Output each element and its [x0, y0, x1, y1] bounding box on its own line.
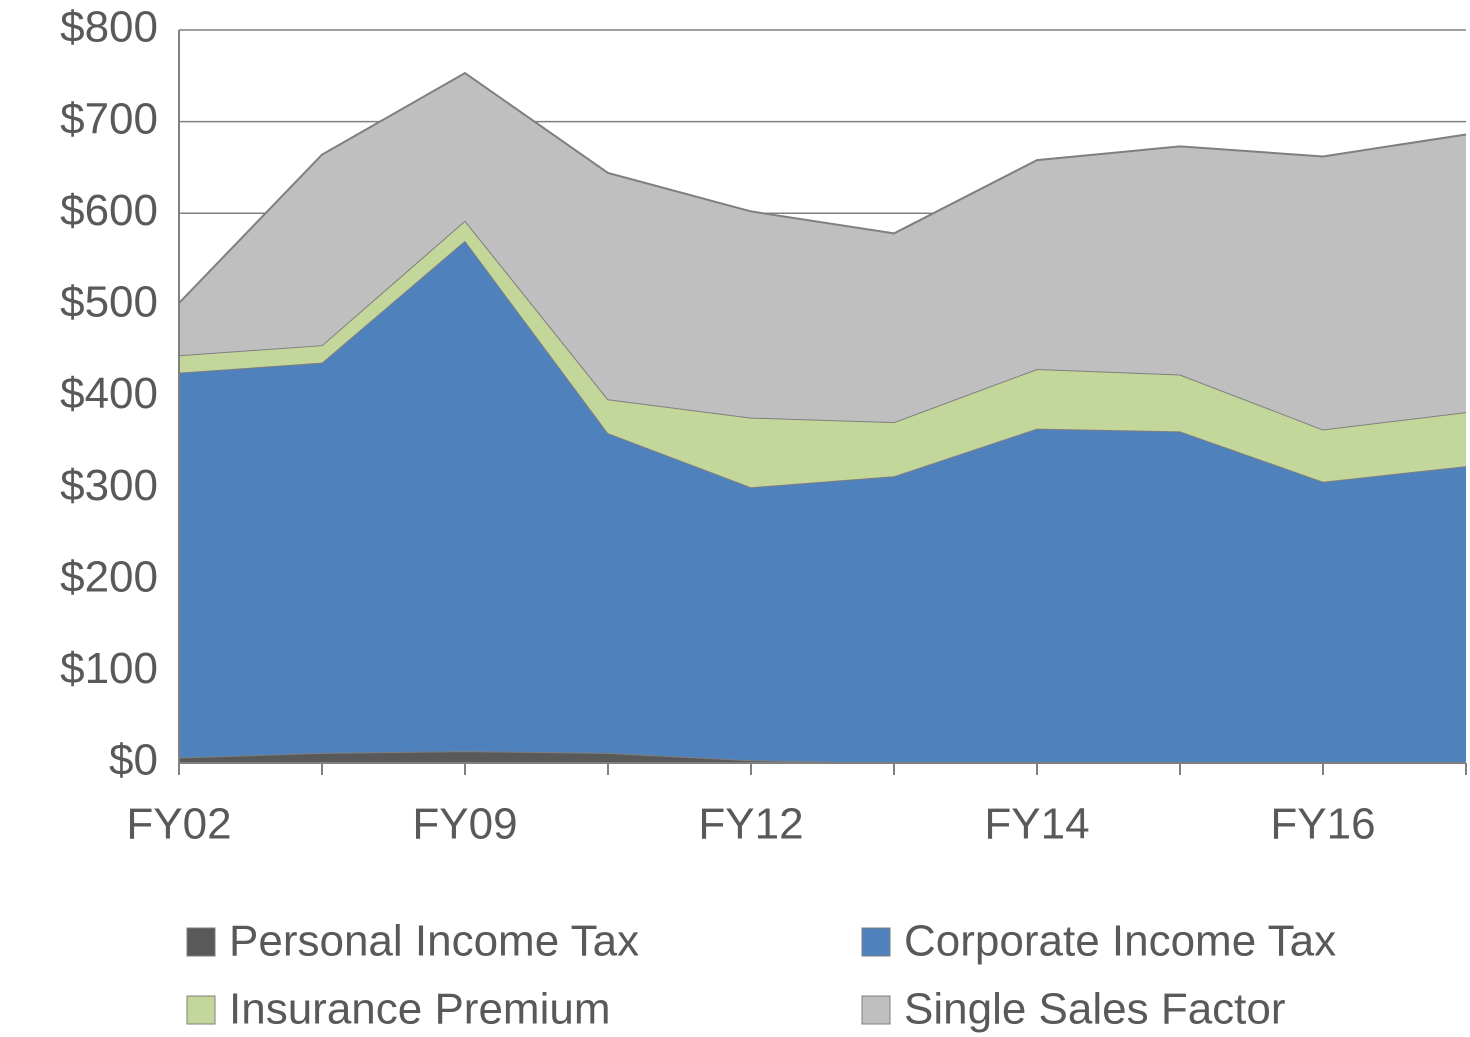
area-edge [178, 71, 1467, 304]
y-tick-label: $500 [60, 278, 158, 327]
y-tick-label: $600 [60, 186, 158, 235]
y-tick-label: $0 [109, 736, 158, 785]
y-tick-label: $400 [60, 369, 158, 418]
legend-label: Single Sales Factor [904, 985, 1286, 1034]
y-tick-label: $800 [60, 3, 158, 52]
legend-swatch [861, 927, 891, 957]
legend-swatch [186, 927, 216, 957]
x-tick-label: FY16 [1270, 800, 1375, 849]
area [179, 73, 1466, 430]
legend-label: Corporate Income Tax [904, 917, 1336, 966]
x-tick-label: FY14 [984, 800, 1089, 849]
y-tick-label: $300 [60, 461, 158, 510]
legend-swatch [861, 995, 891, 1025]
legend-label: Personal Income Tax [229, 917, 639, 966]
area [179, 240, 1466, 764]
legend-swatch [186, 995, 216, 1025]
x-tick-label: FY02 [126, 800, 231, 849]
x-tick-label: FY09 [412, 800, 517, 849]
y-tick-label: $100 [60, 644, 158, 693]
legend-label: Insurance Premium [229, 985, 610, 1034]
area [179, 751, 1466, 763]
x-tick-label: FY12 [698, 800, 803, 849]
y-tick-label: $200 [60, 552, 158, 601]
y-tick-label: $700 [60, 94, 158, 143]
area [179, 220, 1466, 488]
